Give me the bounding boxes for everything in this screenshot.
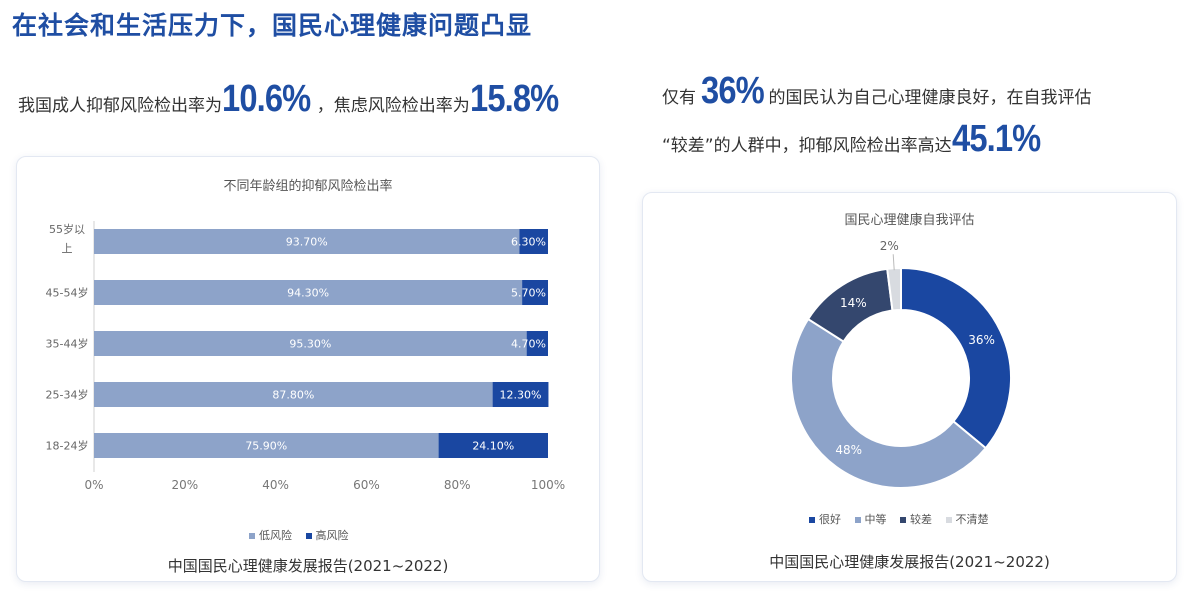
- donut-chart-title: 国民心理健康自我评估: [844, 213, 975, 228]
- x-tick-label: 20%: [171, 478, 198, 492]
- legend-good: 很好: [809, 513, 841, 526]
- y-tick-label: 35-44岁: [46, 337, 89, 351]
- y-tick-label: 25-34岁: [46, 388, 89, 402]
- donut-leader-line: [892, 254, 895, 271]
- bar-data-label: 94.30%: [287, 287, 329, 300]
- bar-segment-low-2: [94, 331, 527, 356]
- x-tick-label: 80%: [444, 478, 471, 492]
- donut-data-label: 48%: [835, 443, 862, 457]
- bar-chart-legend: 低风险 高风险: [249, 527, 359, 543]
- bar-segment-high-0: [519, 229, 548, 254]
- legend-poor: 较差: [900, 513, 932, 526]
- donut-slice-1: [790, 317, 988, 489]
- self-assessment-chart-card: 国民心理健康自我评估 36% 48% 14% 2% 很好 中等 较差 不清楚 中国国民…: [642, 192, 1177, 582]
- page-title: 在社会和生活压力下，国民心理健康问题凸显: [12, 11, 533, 40]
- legend-unclear: 不清楚: [945, 513, 989, 526]
- bar-data-label: 87.80%: [272, 389, 314, 402]
- bar-data-label: 5.70%: [511, 287, 546, 300]
- y-tick-label: 上: [62, 242, 73, 255]
- bar-segment-low-3: [94, 382, 493, 407]
- depression-rate-value: 10.6%: [222, 78, 311, 120]
- self-assessment-stat-line1: 仅有 36% 的国民认为自己心理健康良好，在自我评估: [662, 70, 1091, 113]
- age-group-chart-card: 不同年龄组的抑郁风险检出率 93.70% 6.30% 55岁以上 94.30% 5.70…: [16, 156, 600, 582]
- bar-segment-low-4: [94, 433, 439, 458]
- bar-chart-source: 中国国民心理健康发展报告(2021~2022): [167, 557, 449, 575]
- bar-data-label: 24.10%: [472, 440, 514, 453]
- x-tick-label: 100%: [531, 478, 565, 492]
- donut-data-label: 36%: [968, 333, 995, 347]
- donut-chart: 36% 48% 14% 2%: [790, 239, 1012, 489]
- anxiety-rate-value: 15.8%: [469, 78, 559, 120]
- bar-data-label: 12.30%: [500, 389, 542, 402]
- legend-medium: 中等: [854, 513, 887, 526]
- self-assessment-stat-line2: “较差”的人群中，抑郁风险检出率高达45.1%: [662, 118, 1054, 161]
- bar-chart-title: 不同年龄组的抑郁风险检出率: [223, 179, 393, 194]
- bar-segment-high-3: [492, 382, 549, 407]
- bar-data-label: 6.30%: [511, 236, 546, 249]
- bar-segment-high-2: [526, 331, 548, 356]
- donut-chart-source: 中国国民心理健康发展报告(2021~2022): [769, 553, 1050, 571]
- y-tick-label: 45-54岁: [46, 286, 89, 300]
- bar-segment-high-4: [438, 433, 548, 458]
- bar-data-label: 95.30%: [289, 338, 331, 351]
- donut-slice-3: [886, 266, 902, 312]
- x-tick-label: 0%: [84, 478, 103, 492]
- good-health-value: 36%: [701, 70, 765, 112]
- stat2-prefix: 仅有: [662, 88, 696, 108]
- donut-chart-legend: 很好 中等 较差 不清楚: [809, 511, 999, 527]
- x-tick-label: 40%: [262, 478, 289, 492]
- depression-anxiety-stat: 我国成人抑郁风险检出率为10.6% ，焦虑风险检出率为15.8%: [18, 78, 573, 121]
- stat2-line2: “较差”的人群中，抑郁风险检出率高达: [662, 136, 952, 156]
- legend-high-risk: 高风险: [305, 529, 349, 542]
- legend-low-risk: 低风险: [249, 529, 292, 542]
- bar-data-label: 93.70%: [286, 236, 328, 249]
- bar-segment-low-0: [94, 229, 520, 254]
- bar-data-label: 4.70%: [511, 338, 546, 351]
- stat1-prefix: 我国成人抑郁风险检出率为: [18, 96, 222, 116]
- donut-slice-0: [900, 266, 1012, 450]
- donut-data-label: 2%: [880, 239, 899, 253]
- stat1-mid: ，焦虑风险检出率为: [316, 96, 470, 116]
- stat2-mid: 的国民认为自己心理健康良好，在自我评估: [768, 88, 1092, 108]
- x-tick-label: 60%: [353, 478, 380, 492]
- bar-segment-high-1: [522, 280, 548, 305]
- y-tick-label: 18-24岁: [46, 439, 89, 453]
- poor-depression-value: 45.1%: [951, 118, 1041, 160]
- bar-segment-low-1: [94, 280, 523, 305]
- bar-data-label: 75.90%: [245, 440, 287, 453]
- donut-data-label: 14%: [840, 296, 867, 310]
- y-tick-label: 55岁以: [49, 222, 85, 236]
